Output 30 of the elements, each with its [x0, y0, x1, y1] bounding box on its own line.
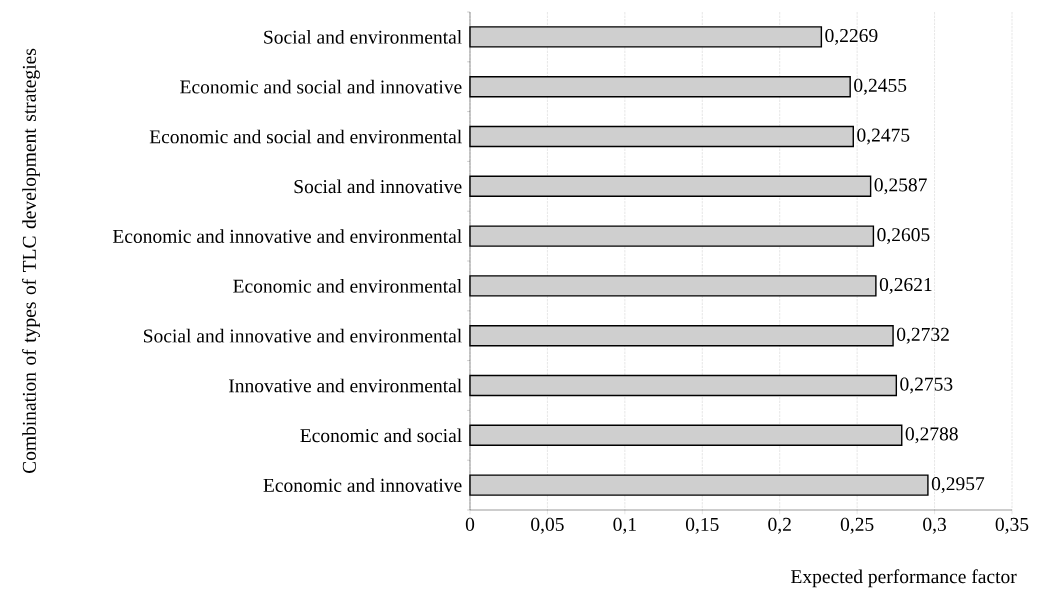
data-label: 0,2587	[874, 178, 927, 195]
x-tick-label: 0	[465, 517, 475, 531]
y-tick-label: Social and innovative	[294, 179, 462, 194]
data-label: 0,2732	[897, 327, 949, 344]
y-tick-label: Economic and innovative and environmental	[112, 229, 462, 243]
y-tick-label: Economic and environmental	[233, 279, 462, 293]
x-axis-title: Expected performance factor	[791, 569, 1017, 588]
y-tick-label: Social and environmental	[264, 30, 462, 44]
x-tick-label: 0,3	[923, 517, 946, 534]
y-tick-label: Innovative and environmental	[228, 378, 462, 393]
data-label: 0,2957	[931, 477, 985, 494]
y-axis-title: Combination of types of TLC development strategies	[22, 48, 40, 474]
data-label: 0,2475	[857, 128, 910, 145]
x-tick-label: 0,1	[613, 517, 636, 534]
y-tick-label: Economic and social and environmental	[149, 129, 462, 144]
y-tick-label: Economic and innovative	[263, 478, 462, 492]
x-tick-label: 0,35	[995, 517, 1029, 534]
y-tick-label: Economic and social	[300, 428, 462, 443]
data-label: 0,2788	[905, 427, 958, 444]
data-label: 0,2269	[825, 28, 878, 45]
data-label: 0,2455	[854, 78, 907, 95]
y-tick-label: Economic and social and innovative	[180, 79, 462, 94]
data-label: 0,2605	[877, 228, 930, 245]
x-tick-label: 0,05	[531, 517, 564, 534]
data-label: 0,2621	[879, 277, 932, 294]
x-tick-label: 0,15	[685, 517, 719, 534]
data-label: 0,2753	[900, 377, 953, 394]
x-tick-label: 0,2	[768, 517, 791, 534]
x-tick-label: 0,25	[840, 517, 874, 534]
y-tick-label: Social and innovative and environmental	[144, 328, 462, 343]
